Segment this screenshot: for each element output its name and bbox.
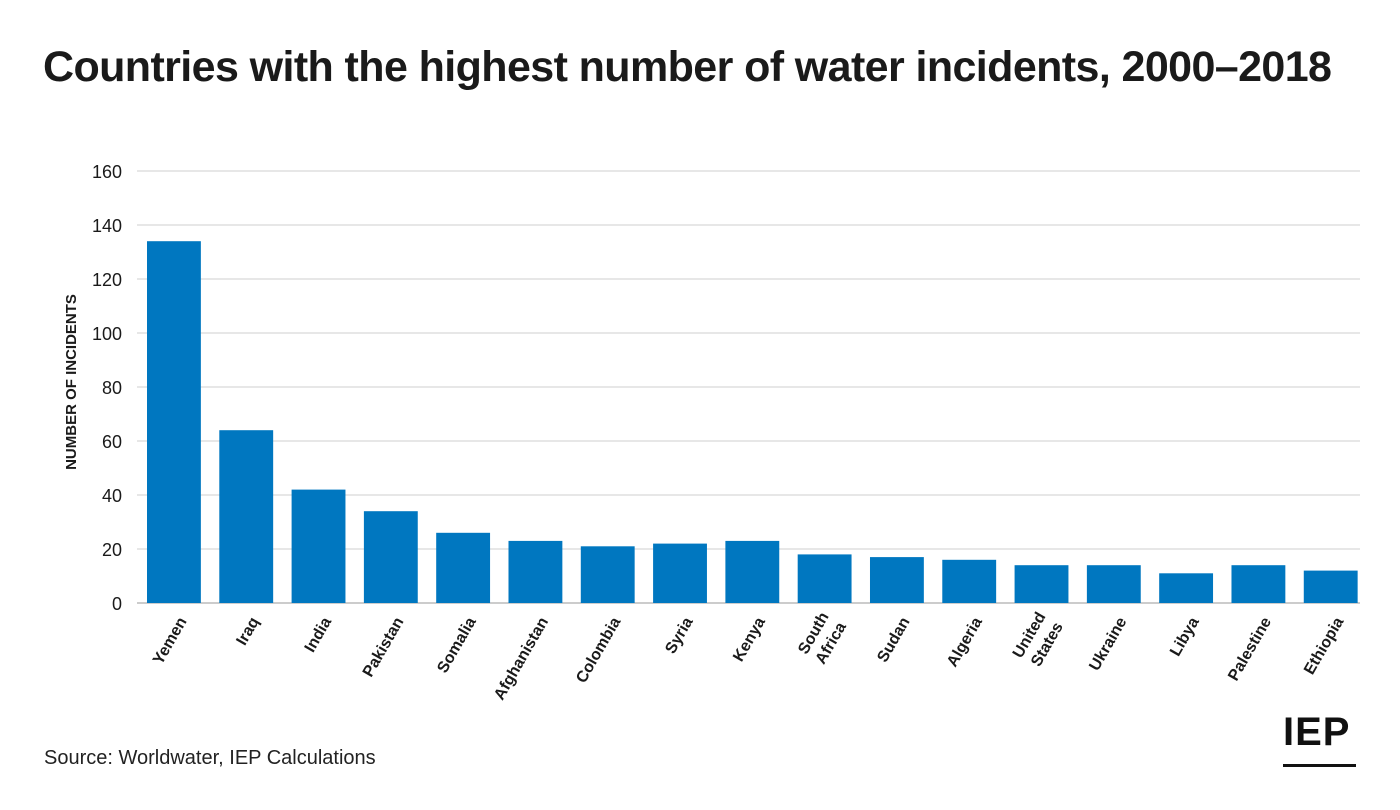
chart-title: Countries with the highest number of wat…	[43, 43, 1332, 91]
bar	[1014, 565, 1069, 603]
x-tick-label-line: Yemen	[150, 615, 191, 668]
x-tick-label: Afghanistan	[491, 615, 552, 704]
bar	[580, 546, 635, 603]
logo-text: IEP	[1283, 710, 1351, 754]
logo-underline	[1283, 764, 1356, 767]
y-tick-label: 20	[102, 540, 122, 560]
x-tick-label-line: Algeria	[944, 614, 986, 670]
y-tick-label: 100	[92, 324, 122, 344]
x-tick-label-line: Palestine	[1225, 614, 1275, 683]
x-tick-label: Palestine	[1225, 614, 1275, 683]
x-tick-label: India	[302, 614, 335, 655]
x-tick-label: Colombia	[573, 614, 624, 686]
bar	[363, 511, 418, 603]
y-axis-label: NUMBER OF INCIDENTS	[63, 294, 80, 470]
y-tick-label: 60	[102, 432, 122, 452]
bar	[797, 554, 852, 603]
x-tick-label-line: Kenya	[730, 614, 769, 664]
x-tick-label: Kenya	[730, 614, 769, 664]
x-tick-label-line: Sudan	[874, 615, 913, 666]
x-tick-label-line: Syria	[662, 614, 696, 656]
bar	[1303, 570, 1358, 603]
x-tick-label: Yemen	[150, 615, 191, 668]
x-tick-label: Ethiopia	[1301, 614, 1347, 677]
x-tick-label: Algeria	[944, 614, 986, 670]
bar	[147, 241, 201, 603]
y-tick-label: 80	[102, 378, 122, 398]
bar	[1086, 565, 1141, 603]
y-tick-label: 0	[112, 594, 122, 614]
x-tick-label: Iraq	[233, 615, 262, 649]
x-tick-label: Ukraine	[1086, 614, 1130, 673]
x-tick-label-line: Ethiopia	[1301, 614, 1347, 677]
bar	[436, 532, 491, 603]
bar	[942, 559, 997, 603]
x-tick-label: Pakistan	[360, 615, 408, 680]
bar	[869, 557, 924, 603]
x-tick-label: Sudan	[874, 615, 913, 666]
x-tick-label-line: Ukraine	[1086, 614, 1130, 673]
y-tick-label: 160	[92, 162, 122, 182]
iep-logo: IEP	[1283, 712, 1356, 768]
source-note: Source: Worldwater, IEP Calculations	[44, 747, 376, 769]
bar	[1159, 573, 1214, 603]
y-tick-label: 120	[92, 270, 122, 290]
bar	[1231, 565, 1286, 603]
bar	[508, 540, 563, 603]
y-tick-label: 140	[92, 216, 122, 236]
x-tick-label: Syria	[662, 614, 696, 656]
bar	[725, 540, 780, 603]
x-tick-label-line: Somalia	[434, 614, 479, 676]
y-tick-label: 40	[102, 486, 122, 506]
bar	[291, 489, 346, 603]
x-tick-label-line: Iraq	[233, 615, 262, 649]
x-tick-label-line: Pakistan	[360, 615, 408, 680]
x-tick-label-line: India	[302, 614, 335, 655]
bar	[219, 430, 274, 603]
x-tick-label: Libya	[1167, 614, 1203, 659]
x-tick-label-line: Afghanistan	[491, 615, 552, 704]
bar	[653, 543, 707, 603]
x-tick-label-line: Colombia	[573, 614, 624, 686]
x-tick-label: Somalia	[434, 614, 479, 676]
x-tick-label-line: Libya	[1167, 614, 1203, 659]
